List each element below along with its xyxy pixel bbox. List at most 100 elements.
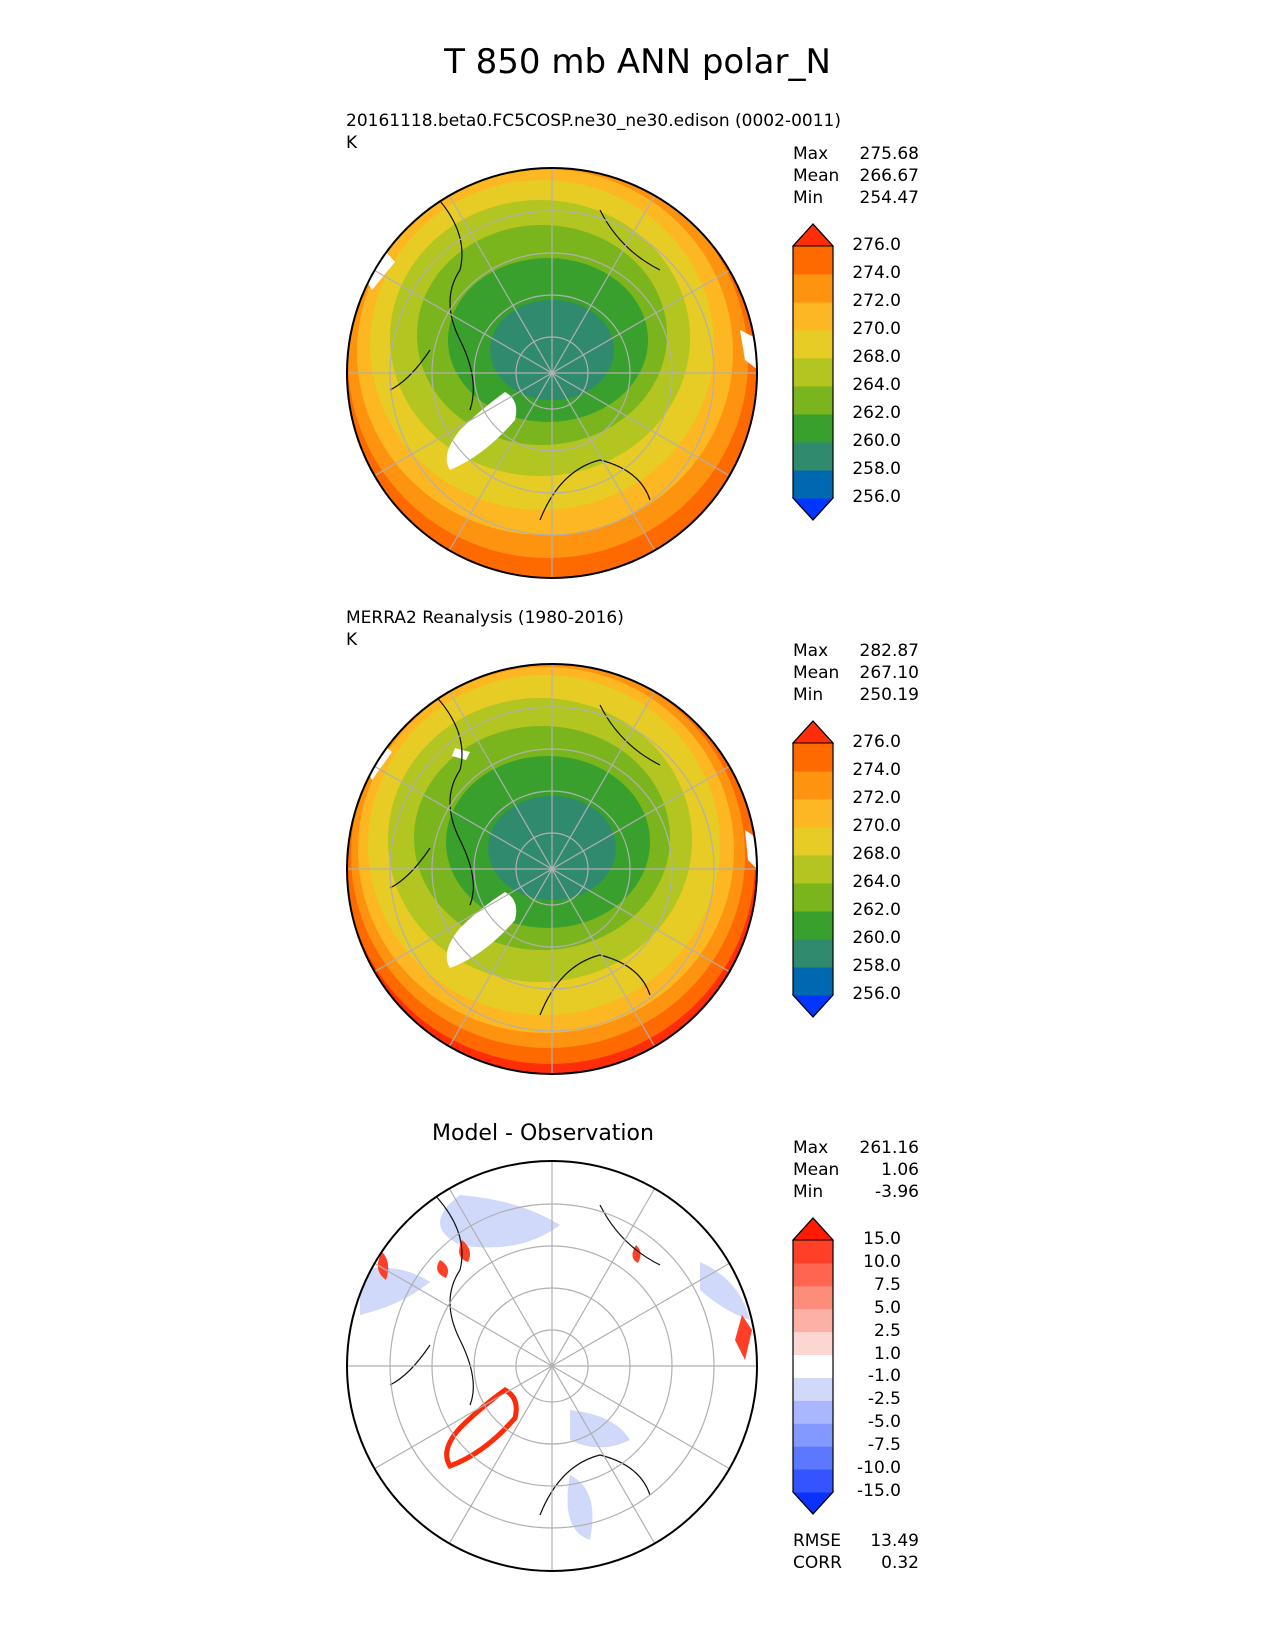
colorbar-tick-label: 1.0 xyxy=(873,1343,901,1364)
colorbar-segment xyxy=(793,1469,833,1493)
colorbar-segment xyxy=(793,1285,833,1310)
colorbar-extend-min xyxy=(791,497,835,521)
panel-obs-stats: Max 282.87 Mean 267.10 Min 250.19 xyxy=(793,640,919,706)
colorbar-segment xyxy=(793,1331,833,1356)
colorbar-segment xyxy=(793,911,833,940)
metric-label: RMSE xyxy=(793,1531,842,1551)
colorbar-segment xyxy=(793,827,833,856)
stat-label: Max xyxy=(793,641,829,661)
colorbar-extend-min xyxy=(791,1491,835,1515)
panel-diff-metrics: RMSE 13.49 CORR 0.32 xyxy=(793,1530,919,1574)
colorbar-segment xyxy=(793,1308,833,1333)
colorbar-extend-max xyxy=(791,1217,835,1241)
stat-label: Min xyxy=(793,188,824,208)
colorbar-tick-label: 272.0 xyxy=(852,291,901,311)
stat-label: Min xyxy=(793,1182,824,1202)
colorbar-segment xyxy=(793,246,833,275)
colorbar-tick-label: 274.0 xyxy=(852,760,901,780)
colorbar-segment xyxy=(793,470,833,499)
colorbar-segment xyxy=(793,1446,833,1470)
colorbar-tick-label: -2.5 xyxy=(867,1389,901,1410)
colorbar-tick-label: 260.0 xyxy=(852,928,901,948)
colorbar-tick-label: -5.0 xyxy=(867,1412,901,1433)
stat-label: Max xyxy=(793,144,829,164)
colorbar-tick-label: 270.0 xyxy=(852,816,901,836)
colorbar-frame xyxy=(792,720,834,1018)
stat-label: Mean xyxy=(793,166,840,186)
panel-diff-stats: Max 261.16 Mean 1.06 Min -3.96 xyxy=(793,1137,919,1203)
colorbar-tick-label: 258.0 xyxy=(852,459,901,479)
colorbar-tick-label: 268.0 xyxy=(852,347,901,367)
stat-value: 1.06 xyxy=(881,1160,919,1180)
colorbar-tick-label: 2.5 xyxy=(873,1320,901,1341)
colorbar-tick-label: 258.0 xyxy=(852,956,901,976)
stat-label: Max xyxy=(793,1138,829,1158)
panel-obs-units: K xyxy=(346,630,358,650)
colorbar-segment xyxy=(793,1240,833,1264)
metric-label: CORR xyxy=(793,1553,842,1573)
colorbar-tick-label: 262.0 xyxy=(852,900,901,920)
metric-value: 0.32 xyxy=(881,1553,919,1573)
colorbar-segment xyxy=(793,1377,833,1401)
colorbar-segment xyxy=(793,414,833,443)
colorbar-tick-label: 15.0 xyxy=(863,1229,901,1249)
panel-model-stats: Max 275.68 Mean 266.67 Min 254.47 xyxy=(793,143,919,209)
colorbar-segment xyxy=(793,883,833,912)
colorbar-segment xyxy=(793,967,833,996)
colorbar-tick-label: 268.0 xyxy=(852,844,901,864)
colorbar-tick-label: 276.0 xyxy=(852,732,901,752)
colorbar-segment xyxy=(793,330,833,359)
colorbar-segment xyxy=(793,1423,833,1447)
colorbar-tick-label: 7.5 xyxy=(873,1274,901,1295)
stat-label: Mean xyxy=(793,663,840,683)
colorbar-segment xyxy=(793,386,833,415)
stat-label: Mean xyxy=(793,1160,840,1180)
colorbar-segment xyxy=(793,939,833,968)
colorbar-tick-label: 264.0 xyxy=(852,872,901,892)
figure-title: T 850 mb ANN polar_N xyxy=(444,42,831,82)
colorbar-extend-min xyxy=(791,994,835,1018)
colorbar-tick-label: -7.5 xyxy=(867,1435,901,1456)
colorbar-tick-label: 256.0 xyxy=(852,984,901,1004)
colorbar-tick-label: 260.0 xyxy=(852,431,901,451)
colorbar-extend-max xyxy=(791,223,835,247)
colorbar-segment xyxy=(793,358,833,387)
colorbar-extend-max xyxy=(791,720,835,744)
colorbar-tick-label: -1.0 xyxy=(867,1366,901,1387)
colorbar-segment xyxy=(793,855,833,884)
colorbar-tick-label: 256.0 xyxy=(852,487,901,507)
stat-value: 261.16 xyxy=(859,1138,919,1158)
colorbar-segment xyxy=(793,771,833,800)
stat-value: -3.96 xyxy=(875,1182,919,1202)
stat-value: 254.47 xyxy=(859,188,919,208)
colorbar-tick-label: 274.0 xyxy=(852,263,901,283)
stat-value: 250.19 xyxy=(859,685,919,705)
panel-model-units: K xyxy=(346,133,358,153)
panel-diff-title: Model - Observation xyxy=(432,1121,654,1146)
colorbar-segment xyxy=(793,302,833,331)
stat-value: 282.87 xyxy=(859,641,919,661)
colorbar-segment xyxy=(793,799,833,828)
colorbar-segment xyxy=(793,1262,833,1287)
colorbar-tick-label: 5.0 xyxy=(873,1297,901,1318)
colorbar-tick-label: 270.0 xyxy=(852,319,901,339)
colorbar-segment xyxy=(793,442,833,471)
colorbar-tick-label: 272.0 xyxy=(852,788,901,808)
colorbar-tick-label: 276.0 xyxy=(852,235,901,255)
panel-model-title: 20161118.beta0.FC5COSP.ne30_ne30.edison … xyxy=(346,111,841,131)
stat-value: 266.67 xyxy=(859,166,919,186)
panel-obs-title: MERRA2 Reanalysis (1980-2016) xyxy=(346,608,624,628)
colorbar-frame xyxy=(792,223,834,521)
colorbar-tick-label: 264.0 xyxy=(852,375,901,395)
stat-value: 275.68 xyxy=(859,144,919,164)
colorbar-segment xyxy=(793,274,833,303)
colorbar-tick-label: -10.0 xyxy=(857,1458,901,1479)
colorbar-tick-label: -15.0 xyxy=(857,1481,901,1501)
colorbar-segment xyxy=(793,1400,833,1424)
metric-value: 13.49 xyxy=(870,1531,919,1551)
